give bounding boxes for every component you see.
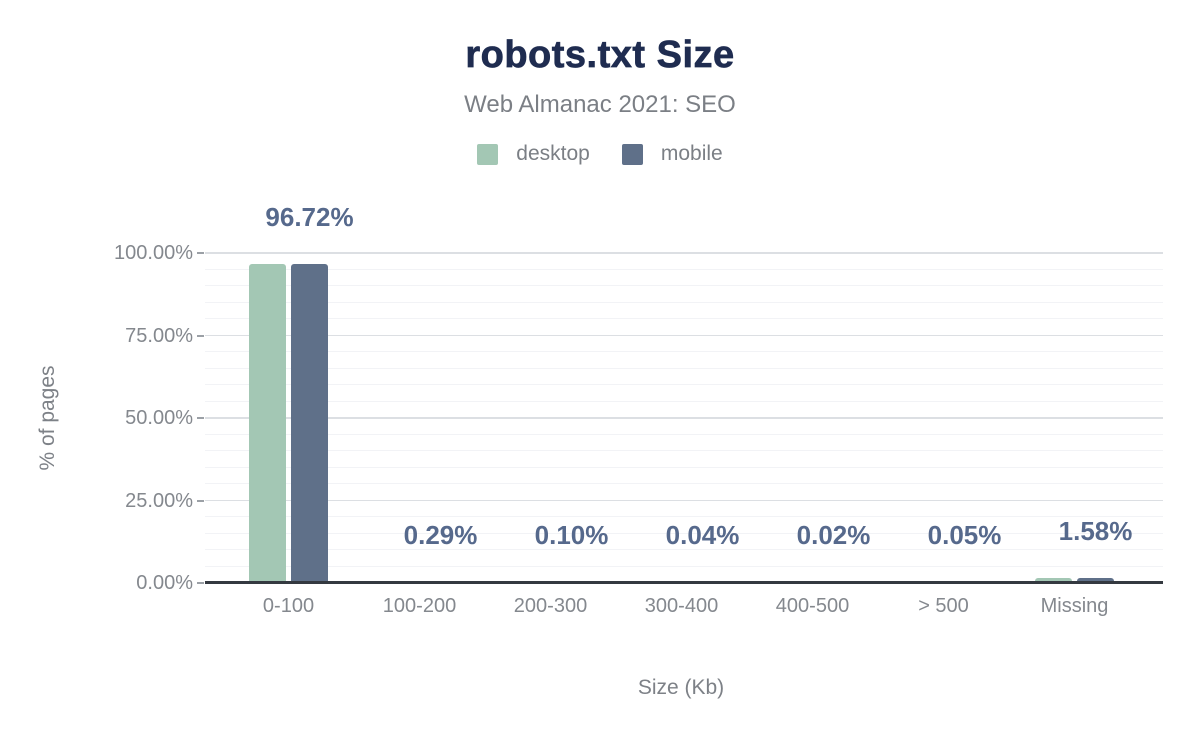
- x-axis-category-label-0-100: 0-100: [262, 595, 315, 617]
- y-axis-tick-mark: [197, 252, 204, 254]
- gridline-major: [205, 417, 1163, 419]
- x-axis-category-label-100-200: 100-200: [382, 595, 457, 617]
- legend-item-desktop[interactable]: desktop: [477, 142, 590, 166]
- gridline-minor: [205, 549, 1163, 550]
- x-axis-line: [205, 581, 1163, 584]
- gridline-minor: [205, 268, 1163, 270]
- x-axis-category-label-500: > 500: [918, 595, 969, 617]
- y-axis-tick-label: 0.00%: [136, 572, 193, 594]
- gridline-minor: [205, 285, 1163, 286]
- bar-value-label-300-400: 0.04%: [665, 520, 740, 550]
- y-axis-tick-mark: [197, 499, 204, 502]
- y-axis-tick-mark: [197, 582, 204, 584]
- x-axis-title: Size (Kb): [637, 676, 725, 699]
- x-axis-category-label-400-500: 400-500: [775, 595, 850, 617]
- gridline-minor: [205, 450, 1163, 451]
- legend-swatch-mobile: [621, 143, 643, 165]
- bar-value-label-200-300: 0.10%: [534, 520, 609, 550]
- bar-desktop-missing[interactable]: [1035, 578, 1072, 583]
- x-axis-category-label-missing: Missing: [1040, 595, 1109, 617]
- bar-value-label-500: 0.05%: [927, 520, 1002, 550]
- chart-legend: desktop mobile: [0, 142, 1200, 166]
- legend-swatch-desktop: [477, 143, 499, 165]
- gridline-minor: [205, 318, 1163, 319]
- gridline-minor: [205, 301, 1163, 303]
- gridline-major: [205, 499, 1163, 501]
- gridline-minor: [205, 565, 1163, 567]
- bar-mobile-0-100[interactable]: [291, 263, 328, 583]
- bar-mobile-missing[interactable]: [1077, 577, 1114, 583]
- gridline-major: [205, 334, 1163, 336]
- gridline-major: [205, 252, 1163, 254]
- gridline-minor: [205, 384, 1163, 385]
- x-axis-category-label-200-300: 200-300: [513, 595, 588, 617]
- y-axis-tick-label: 75.00%: [125, 324, 193, 347]
- legend-label-mobile: mobile: [660, 142, 723, 165]
- y-axis-tick-mark: [197, 417, 204, 419]
- gridline-minor: [205, 532, 1163, 534]
- y-axis-tick-label: 100.00%: [114, 242, 193, 264]
- bar-desktop-0-100[interactable]: [249, 263, 286, 583]
- gridline-minor: [205, 367, 1163, 369]
- chart-title: robots.txt Size: [465, 34, 735, 77]
- gridline-minor: [205, 400, 1163, 402]
- gridline-minor: [205, 351, 1163, 352]
- bar-value-label-missing: 1.58%: [1058, 515, 1133, 546]
- y-axis-tick-label: 25.00%: [125, 489, 193, 512]
- y-axis-tick-mark: [197, 334, 204, 337]
- gridline-minor: [205, 516, 1163, 517]
- legend-item-mobile[interactable]: mobile: [621, 142, 723, 166]
- chart-subtitle: Web Almanac 2021: SEO: [464, 91, 736, 118]
- bar-value-label-400-500: 0.02%: [796, 520, 871, 550]
- y-axis-tick-label: 50.00%: [125, 407, 193, 429]
- bar-value-label-0-100: 96.72%: [265, 201, 354, 232]
- gridline-minor: [205, 466, 1163, 468]
- legend-label-desktop: desktop: [516, 142, 590, 165]
- bar-value-label-100-200: 0.29%: [403, 520, 478, 550]
- x-axis-category-label-300-400: 300-400: [644, 595, 719, 617]
- gridline-minor: [205, 433, 1163, 435]
- gridline-minor: [205, 483, 1163, 484]
